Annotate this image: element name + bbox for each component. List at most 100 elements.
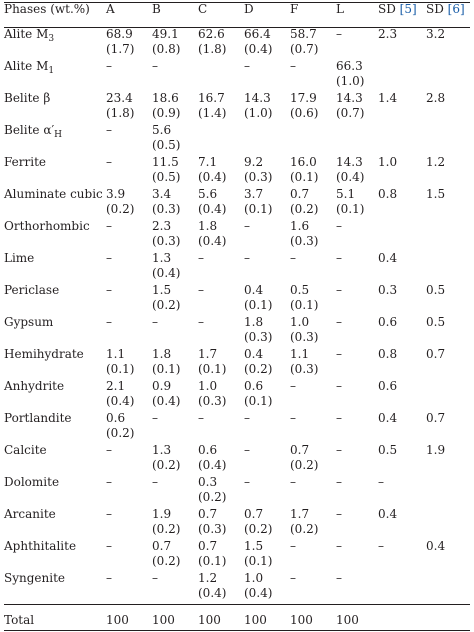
value-cell-b: 0.9 (0.4) (152, 379, 198, 411)
sd5-cell: 0.8 (378, 347, 398, 361)
value-cell-f: – (290, 411, 336, 443)
value-cell-a: – (106, 475, 152, 507)
sd5-cell (378, 219, 426, 251)
value-cell-d: 0.6 (0.1) (244, 379, 290, 411)
value-cell-d: 66.4 (0.4) (244, 27, 290, 59)
header-d: D (244, 2, 254, 16)
value-cell-c: – (198, 251, 244, 283)
cell-error: (0.2) (152, 522, 181, 536)
cell-value: 0.7 (198, 507, 218, 521)
value-cell-f: 17.9 (0.6) (290, 91, 336, 123)
table-row: Syngenite – –1.2 (0.4) 1.0 (0.4) – – (4, 571, 470, 603)
cell-error: (1.8) (198, 42, 227, 56)
cell-value: 1.9 (152, 507, 172, 521)
value-cell-l: 14.3 (0.7) (336, 91, 378, 123)
cell-error: (1.0) (244, 106, 273, 120)
cell-error: (0.5) (152, 138, 181, 152)
cell-error: (0.3) (244, 330, 273, 344)
cell-error: (0.4) (198, 234, 227, 248)
phase-cell: Ferrite (4, 155, 106, 187)
header-sd5-label: SD (378, 2, 396, 16)
cell-value: 14.3 (244, 91, 271, 105)
value-cell-c: 1.8 (0.4) (198, 219, 244, 251)
phase-name: Portlandite (4, 411, 72, 425)
value-cell-d: 0.4 (0.1) (244, 283, 290, 315)
cell-value: – (336, 379, 342, 393)
sd5-cell: 2.3 (378, 27, 398, 41)
cell-value: – (106, 539, 112, 553)
reference-link-5[interactable]: [5] (399, 2, 417, 16)
phase-cell: Aluminate cubic (4, 187, 106, 219)
cell-error: (0.3) (290, 234, 319, 248)
phase-subscript: 3 (48, 34, 55, 44)
phase-cell: Portlandite (4, 411, 106, 443)
total-cell-b: 100 (152, 613, 175, 627)
cell-error: (0.3) (152, 234, 181, 248)
cell-value: – (336, 283, 342, 297)
value-cell-a: – (106, 443, 152, 475)
cell-value: 5.1 (336, 187, 356, 201)
value-cell-l: – (336, 475, 378, 507)
value-cell-l: – (336, 411, 378, 443)
value-cell-d: 0.4 (0.2) (244, 347, 290, 379)
value-cell-b: 1.3 (0.4) (152, 251, 198, 283)
cell-value: 7.1 (198, 155, 218, 169)
phase-cell: Alite M3 (4, 27, 106, 59)
value-cell-l: – (336, 539, 378, 571)
value-cell-c: 1.0 (0.3) (198, 379, 244, 411)
cell-value: 1.5 (152, 283, 172, 297)
value-cell-l: – (336, 571, 378, 603)
value-cell-a: 3.9 (0.2) (106, 187, 152, 219)
cell-value: 0.7 (290, 443, 310, 457)
phase-name: Ferrite (4, 155, 47, 169)
cell-value: – (106, 507, 112, 521)
cell-error: (0.1) (244, 202, 273, 216)
value-cell-f: 58.7 (0.7) (290, 27, 336, 59)
sd5-cell: 0.6 (378, 315, 398, 329)
sd6-cell: 1.5 (426, 187, 446, 201)
value-cell-c: 62.6 (1.8) (198, 27, 244, 59)
header-sd6: SD [6] (426, 2, 470, 27)
value-cell-a: – (106, 59, 152, 91)
value-cell-l: 66.3 (1.0) (336, 59, 378, 91)
cell-value: 66.4 (244, 27, 271, 41)
sd6-cell: 1.2 (426, 155, 446, 169)
cell-value: – (244, 59, 250, 73)
cell-value: – (244, 411, 250, 425)
cell-value: – (198, 251, 204, 265)
value-cell-f: – (290, 539, 336, 571)
total-cell-a: 100 (106, 613, 129, 627)
cell-value: 1.3 (152, 443, 172, 457)
cell-value: – (290, 59, 296, 73)
cell-value: 1.7 (290, 507, 310, 521)
total-cell-f: 100 (290, 613, 313, 627)
table-row: Dolomite – –0.3 (0.2) – – – – (4, 475, 470, 507)
cell-value: – (198, 411, 204, 425)
value-cell-d: 0.7 (0.2) (244, 507, 290, 539)
top-rule (4, 2, 470, 3)
value-cell-f: 1.7 (0.2) (290, 507, 336, 539)
sd5-cell: 0.4 (378, 411, 398, 425)
sd5-cell (378, 59, 426, 91)
phase-name: Syngenite (4, 571, 66, 585)
phase-name: Aphthitalite (4, 539, 77, 553)
cell-error: (1.0) (336, 74, 365, 88)
phase-name: Lime (4, 251, 35, 265)
value-cell-a: – (106, 155, 152, 187)
value-cell-b: 2.3 (0.3) (152, 219, 198, 251)
cell-value: – (336, 507, 342, 521)
cell-error: (0.1) (244, 394, 273, 408)
reference-link-6[interactable]: [6] (447, 2, 465, 16)
value-cell-d: 1.8 (0.3) (244, 315, 290, 347)
phase-name: Gypsum (4, 315, 54, 329)
phase-cell: Hemihydrate (4, 347, 106, 379)
cell-value: 0.4 (244, 347, 264, 361)
cell-value: 16.0 (290, 155, 317, 169)
cell-error: (0.3) (244, 170, 273, 184)
sd6-cell (426, 251, 470, 283)
phase-cell: Anhydrite (4, 379, 106, 411)
total-label: Total (4, 613, 35, 627)
value-cell-l: – (336, 379, 378, 411)
cell-value: – (336, 251, 342, 265)
cell-value: 1.0 (290, 315, 310, 329)
